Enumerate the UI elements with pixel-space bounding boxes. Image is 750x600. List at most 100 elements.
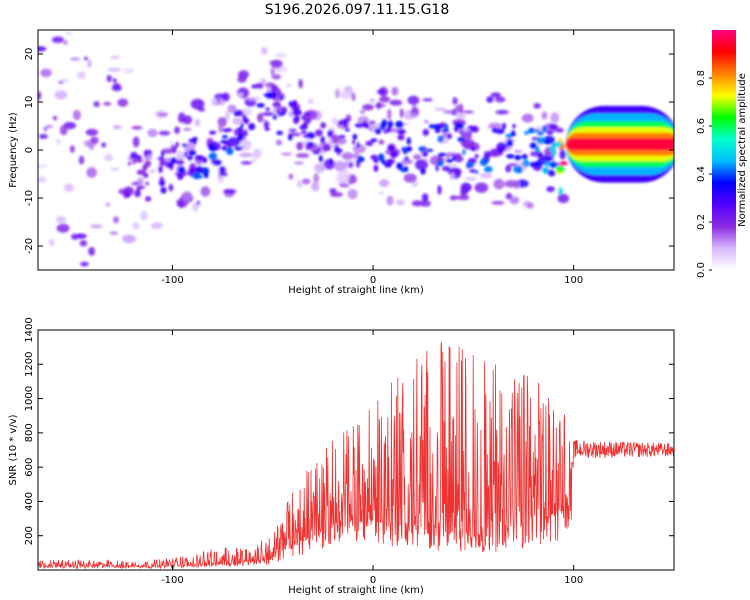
spectrogram-blob (145, 181, 150, 186)
spectrogram-blob (288, 128, 297, 133)
spectrogram-blob (188, 138, 197, 144)
spectrogram-blob (341, 118, 350, 123)
spectrogram-blob (271, 74, 282, 80)
spectrogram-blob (38, 176, 46, 183)
spectrogram-blob (396, 162, 404, 170)
spectrogram-blob (76, 71, 87, 80)
spectrogram-blob (359, 109, 366, 114)
spectrogram-blob (501, 122, 507, 130)
spectrogram-blob (218, 123, 224, 133)
spectrogram-blob (452, 154, 456, 161)
spectrogram-blob (462, 128, 470, 133)
spectrogram-blob (318, 154, 323, 163)
spectrogram-blob (286, 83, 291, 87)
spectrogram-blob (337, 138, 347, 145)
spectrogram-blob (49, 238, 55, 247)
spectrogram-blob (262, 111, 275, 117)
spectrogram-blob (341, 152, 354, 160)
spectrogram-blob (175, 159, 185, 165)
spectrogram-blob (216, 96, 221, 105)
snr-y-tick-label: 800 (24, 423, 35, 442)
spectrogram-blob (399, 108, 404, 119)
spectrogram-blob (428, 124, 436, 129)
spectrogram-blob (54, 90, 68, 100)
spectrogram-blob (344, 128, 350, 132)
spectrogram-blob (546, 186, 555, 193)
spectrogram-blob (495, 109, 509, 115)
spectrogram-blob (240, 161, 253, 165)
spectrogram-blob (270, 85, 279, 93)
spectrogram-blob (252, 148, 262, 159)
spectrogram-blob (506, 138, 514, 147)
spectrogram-blob (87, 59, 92, 68)
colorbar-tick-label: 0.8 (696, 70, 707, 86)
spectrogram-blob (51, 36, 65, 44)
spectrogram-blob (122, 234, 136, 244)
spectrogram-blob (529, 161, 537, 168)
spectrogram-blob (175, 141, 179, 148)
spectrogram-blob (418, 146, 427, 152)
spectrogram-blob (194, 119, 201, 127)
spectrogram-blob (301, 115, 305, 120)
spectrogram-blob (541, 125, 548, 133)
spectrogram-blob (491, 200, 505, 205)
spectrogram-blob (387, 108, 392, 120)
spectrogram-blob (305, 144, 311, 151)
spectrogram-blob (196, 175, 204, 179)
snr-y-tick-label: 1200 (24, 352, 35, 377)
colorbar-tick-label: 0.6 (696, 118, 707, 134)
spectrogram-blob (209, 130, 217, 135)
snr-x-ticks: -100 0 100 (161, 330, 583, 586)
spectrogram-blob (404, 165, 409, 172)
spectrogram-blob (106, 74, 112, 83)
spectrogram-blob (509, 196, 520, 205)
spectrogram-blob (135, 155, 142, 161)
spectrogram-blob (55, 216, 67, 224)
spectrogram-blob (342, 183, 350, 188)
spectrogram-blob (158, 165, 163, 173)
spectrogram-blob (370, 154, 378, 160)
spectrogram-blob (239, 152, 254, 158)
spectrogram-blob (545, 162, 551, 167)
spectrogram-blob (237, 92, 244, 98)
spectrogram-blob (349, 161, 353, 169)
spectrogram-blob (434, 107, 447, 112)
spectrogram-blob (160, 186, 167, 194)
spectrogram-blob (462, 148, 466, 156)
spectrogram-blob (383, 129, 388, 134)
spectrogram-blob (103, 101, 112, 106)
spectrogram-blob (436, 159, 444, 167)
spectrogram-blob (329, 158, 333, 165)
spectrogram-blob (374, 128, 382, 135)
spectrogram-blob (320, 136, 325, 144)
spectrogram-blob (316, 147, 322, 152)
spectrogram-blob (134, 189, 141, 198)
spectrogram-blob (378, 139, 385, 145)
spectrogram-blob (227, 136, 241, 147)
spectrogram-blob (298, 78, 303, 89)
spectrogram-blob (340, 90, 352, 100)
spectrogram-blob (337, 119, 344, 126)
spectrogram-blob (351, 92, 356, 102)
spectrogram-blob (150, 222, 163, 230)
spectrogram-blob (132, 158, 137, 165)
spectrogram-blob (522, 159, 530, 168)
spectrogram-blob (270, 67, 275, 76)
spectrogram-blob (389, 128, 400, 133)
spectrogram-blob (103, 154, 114, 162)
colorbar-tick-label: 0.2 (696, 214, 707, 230)
spectrogram-blob (237, 133, 244, 142)
spectrogram-blob (220, 140, 229, 144)
spectrogram-blob (434, 128, 441, 134)
spectrogram-blob (279, 95, 283, 100)
spectrogram-blob (275, 52, 287, 59)
spectrogram-blob (200, 186, 211, 197)
spectrogram-blob (250, 157, 257, 164)
snr-x-tick-label: -100 (161, 575, 184, 586)
spectrogram-blob (288, 173, 294, 180)
spectrogram-blob (85, 128, 99, 136)
snr-y-ticks: 200 400 600 800 1000 1200 1400 (24, 317, 674, 545)
spectrogram-blob (322, 143, 332, 152)
spectrogram-blob (395, 120, 404, 129)
spectrogram-blob (338, 135, 346, 139)
